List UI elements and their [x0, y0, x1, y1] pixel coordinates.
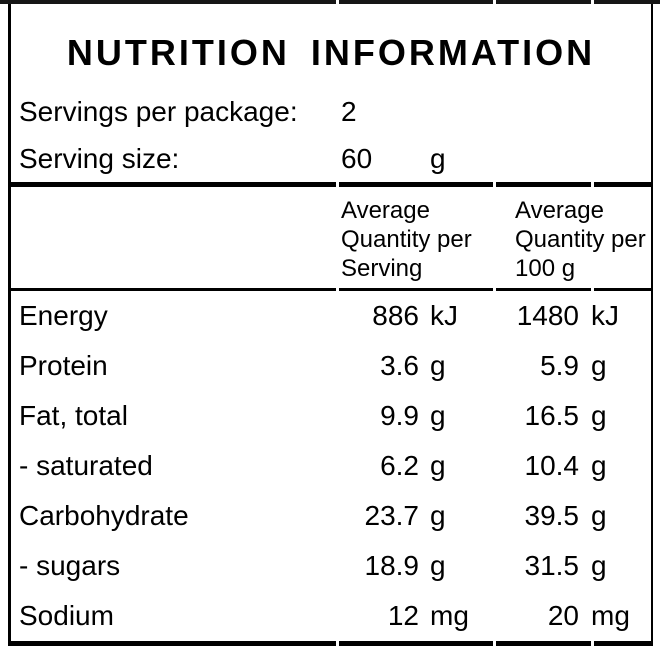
per-100g-value: 10.4 — [524, 450, 580, 481]
column-header-per-100g: Average Quantity per 100 g — [515, 197, 646, 282]
servings-per-package-row: Servings per package: 2 — [11, 88, 651, 135]
nutrient-name: - saturated — [19, 450, 153, 481]
per-100g-value: 20 — [547, 600, 579, 631]
label-title: NUTRITION INFORMATION — [66, 32, 596, 73]
per-100g-unit: g — [591, 400, 607, 431]
servings-per-package-value: 2 — [341, 95, 357, 127]
per-serving-value: 3.6 — [380, 350, 419, 381]
nutrient-row-fat-total: Fat, total 9.9 g 16.5 g — [11, 391, 651, 441]
per-100g-value: 16.5 — [524, 400, 580, 431]
nutrient-name: Carbohydrate — [19, 500, 189, 531]
serving-size-row: Serving size: 60 g — [11, 135, 651, 182]
gridline-top — [0, 0, 660, 4]
per-100g-value: 39.5 — [524, 500, 580, 531]
per-serving-value: 9.9 — [380, 400, 419, 431]
per-100g-value: 31.5 — [524, 550, 580, 581]
table-header-row: Average Quantity per Serving Average Qua… — [11, 187, 651, 288]
per-serving-unit: g — [430, 500, 446, 531]
nutrient-row-protein: Protein 3.6 g 5.9 g — [11, 341, 651, 391]
nutrient-name: Sodium — [19, 600, 114, 631]
per-serving-unit: g — [430, 550, 446, 581]
per-serving-value: 12 — [387, 600, 419, 631]
nutrient-name: Energy — [19, 300, 108, 331]
label-bottom-border — [11, 641, 651, 646]
nutrient-name: Fat, total — [19, 400, 128, 431]
nutrient-row-carbohydrate: Carbohydrate 23.7 g 39.5 g — [11, 491, 651, 541]
serving-size-label: Serving size: — [19, 142, 180, 174]
per-100g-unit: g — [591, 500, 607, 531]
per-serving-unit: g — [430, 450, 446, 481]
nutrient-rows: Energy 886 kJ 1480 kJ Protein 3.6 g 5.9 … — [11, 291, 651, 641]
per-100g-value: 5.9 — [540, 350, 579, 381]
per-serving-unit: mg — [430, 600, 469, 631]
nutrient-row-saturated: - saturated 6.2 g 10.4 g — [11, 441, 651, 491]
nutrient-row-sugars: - sugars 18.9 g 31.5 g — [11, 541, 651, 591]
servings-per-package-label: Servings per package: — [19, 95, 298, 127]
nutrient-row-sodium: Sodium 12 mg 20 mg — [11, 591, 651, 641]
label-box: NUTRITION INFORMATION Servings per packa… — [8, 4, 653, 646]
per-serving-unit: g — [430, 350, 446, 381]
separator-after-serving-size — [11, 182, 651, 187]
per-100g-unit: g — [591, 450, 607, 481]
column-header-per-serving: Average Quantity per Serving — [341, 197, 472, 282]
per-serving-unit: g — [430, 400, 446, 431]
per-serving-unit: kJ — [430, 300, 458, 331]
per-100g-value: 1480 — [516, 300, 579, 331]
nutrient-row-energy: Energy 886 kJ 1480 kJ — [11, 291, 651, 341]
per-100g-unit: mg — [591, 600, 630, 631]
nutrient-name: Protein — [19, 350, 108, 381]
per-100g-unit: g — [591, 350, 607, 381]
per-100g-unit: kJ — [591, 300, 619, 331]
serving-size-unit: g — [430, 142, 446, 174]
separator-after-header — [11, 288, 651, 291]
per-serving-value: 6.2 — [380, 450, 419, 481]
nutrient-name: - sugars — [19, 550, 121, 581]
per-100g-unit: g — [591, 550, 607, 581]
per-serving-value: 18.9 — [364, 550, 420, 581]
per-serving-value: 23.7 — [364, 500, 420, 531]
per-serving-value: 886 — [372, 300, 419, 331]
serving-size-value: 60 — [341, 142, 373, 174]
